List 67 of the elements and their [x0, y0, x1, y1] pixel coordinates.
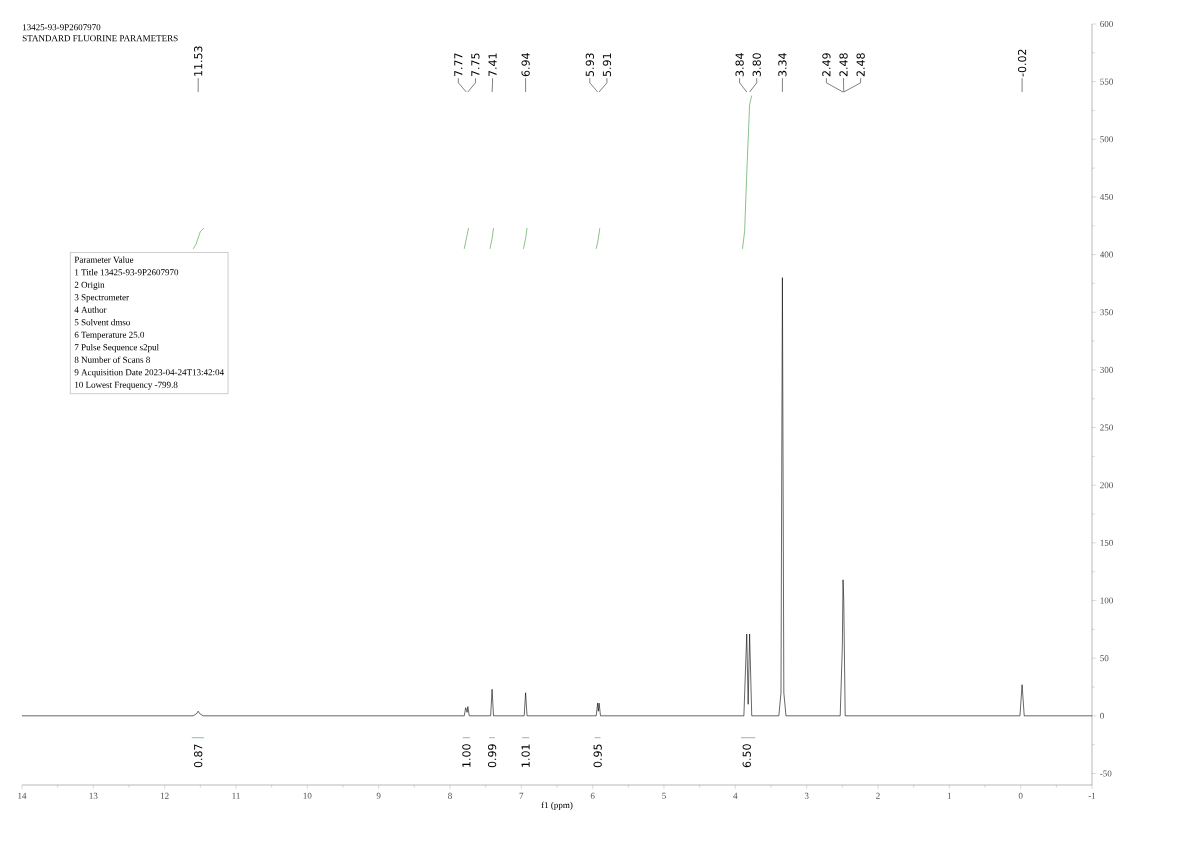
x-tick-label: 6 — [590, 792, 595, 799]
y-tick-label: 400 — [1099, 251, 1113, 258]
y-tick-label: 450 — [1099, 193, 1113, 200]
x-tick-label: 5 — [662, 792, 666, 799]
annotation: 10 Lowest Frequency -799.8 — [75, 381, 178, 390]
annotation: 0.95 — [593, 744, 602, 768]
x-tick-label: 10 — [303, 792, 312, 799]
x-tick-label: 2 — [876, 792, 880, 799]
x-tick-label: 1 — [947, 792, 952, 799]
annotation: 7 Pulse Sequence s2pul — [74, 344, 159, 353]
annotation: 3.84 — [735, 53, 744, 77]
annotation: 3.34 — [778, 53, 787, 77]
annotation: 1 Title 13425-93-9P2607970 — [75, 269, 179, 276]
x-axis-title: f1 (ppm) — [541, 801, 573, 810]
line-series — [192, 227, 205, 250]
annotation: 11.53 — [194, 46, 203, 76]
y-tick-label: 550 — [1100, 78, 1113, 85]
y-tick-label: 0 — [1100, 712, 1104, 719]
x-tick-label: 11 — [232, 792, 240, 799]
y-tick-label: 500 — [1100, 136, 1113, 143]
y-tick-label: 350 — [1100, 309, 1113, 316]
y-tick-label: 50 — [1100, 655, 1109, 662]
y-tick-label: 300 — [1100, 366, 1113, 373]
annotation: 8 Number of Scans 8 — [74, 356, 150, 363]
line-series — [742, 95, 753, 250]
x-tick-label: -1 — [1088, 792, 1096, 799]
annotation: 7.75 — [471, 53, 480, 77]
y-tick-label: 150 — [1100, 539, 1113, 546]
y-tick-label: 200 — [1100, 482, 1113, 489]
x-tick-label: 0 — [1018, 792, 1023, 799]
y-tick-label: 100 — [1100, 597, 1113, 604]
text: STANDARD FLUORINE PARAMETERS — [22, 35, 178, 42]
annotation: 1.01 — [521, 744, 530, 767]
x-tick-label: 9 — [376, 792, 381, 799]
annotation: 0.87 — [194, 744, 203, 768]
x-tick-label: 3 — [804, 792, 809, 799]
annotation: 0.99 — [487, 744, 497, 768]
annotation: 9 Acquisition Date 2023-04-24T13:42:04 — [74, 369, 224, 378]
x-tick-label: 8 — [448, 792, 452, 799]
x-tick-label: 14 — [18, 792, 27, 799]
annotation: 1.00 — [462, 744, 471, 767]
x-tick-label: 4 — [733, 792, 738, 799]
line-series — [21, 277, 1093, 717]
annotation: 2 Origin — [74, 281, 105, 290]
x-tick-label: 12 — [160, 792, 169, 799]
annotation: 2.48 — [839, 53, 848, 77]
annotation: 6.50 — [742, 744, 751, 768]
x-tick-label: 7 — [519, 792, 524, 799]
x-tick-label: 13 — [89, 792, 98, 799]
annotation: 5 Solvent dmso — [74, 319, 130, 326]
annotation: Parameter Value — [74, 256, 134, 263]
chart-title: 13425-93-9P2607970 — [22, 24, 101, 31]
y-tick-label: -50 — [1100, 770, 1112, 777]
annotation: 6 Temperature 25.0 — [74, 331, 145, 340]
annotation: 3.80 — [752, 53, 761, 77]
annotation: 2.48 — [856, 53, 865, 77]
annotation: -0.02 — [1017, 49, 1027, 77]
annotation: 6.94 — [521, 53, 530, 77]
annotation: 5.91 — [602, 53, 612, 77]
annotation: 3 Spectrometer — [74, 294, 129, 303]
annotation: 4 Author — [74, 306, 107, 313]
y-tick-label: 600 — [1100, 20, 1113, 28]
y-tick-label: 250 — [1100, 424, 1113, 431]
annotation: 7.77 — [454, 53, 463, 77]
annotation: 5.93 — [585, 53, 594, 77]
annotation: 2.49 — [822, 53, 831, 77]
annotation: 7.41 — [488, 53, 497, 77]
